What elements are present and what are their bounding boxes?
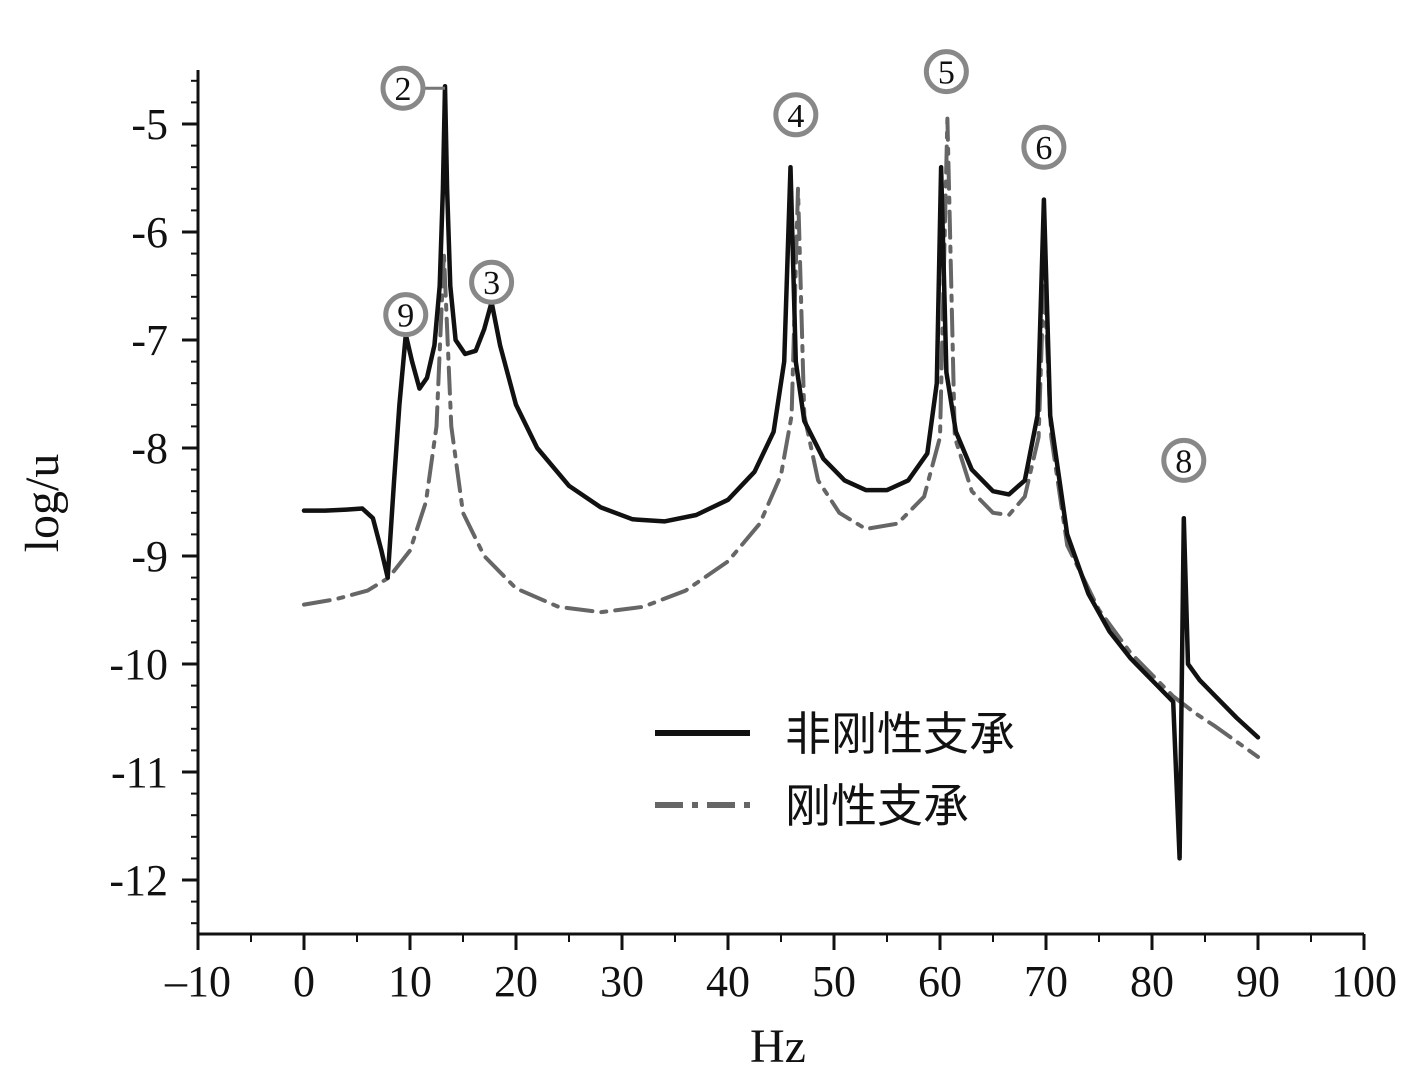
x-tick-label: 20 xyxy=(494,957,538,1006)
peak-marker-9: 9 xyxy=(383,292,429,338)
peak-label: 3 xyxy=(483,265,500,302)
peak-circle xyxy=(1021,124,1067,170)
x-tick-label: 60 xyxy=(918,957,962,1006)
x-tick-label: 90 xyxy=(1236,957,1280,1006)
peak-marker-5: 5 xyxy=(923,49,969,95)
x-tick-label: 0 xyxy=(293,957,315,1006)
y-axis-title: log/u xyxy=(16,454,69,553)
peak-marker-2: 2 xyxy=(380,65,445,111)
legend-label-rigid: 刚性支承 xyxy=(785,779,969,833)
peak-circle xyxy=(383,292,429,338)
x-tick-label: 70 xyxy=(1024,957,1068,1006)
peak-circle xyxy=(1161,437,1207,483)
axes: –10 0 10 20 30 40 50 60 70 80 90 100 -5 -6 -7 -8 -9 -10 -1… xyxy=(109,70,1397,1006)
series-line-non-rigid xyxy=(301,83,1261,861)
y-tick-label: -10 xyxy=(109,640,168,689)
y-tick-label: -7 xyxy=(131,316,168,365)
x-tick-label: –10 xyxy=(164,957,231,1006)
y-tick-label: -8 xyxy=(131,424,168,473)
peak-circle xyxy=(923,49,969,95)
peak-marker-6: 6 xyxy=(1021,124,1067,170)
series-layer xyxy=(301,83,1261,861)
x-axis-title: Hz xyxy=(750,1020,806,1073)
x-tick-label: 100 xyxy=(1331,957,1397,1006)
peak-label: 2 xyxy=(394,71,411,108)
peak-marker-8: 8 xyxy=(1161,437,1207,483)
y-tick-label: -12 xyxy=(109,856,168,905)
x-tick-label: 50 xyxy=(812,957,856,1006)
x-tick-label: 30 xyxy=(600,957,644,1006)
peak-circle xyxy=(380,65,426,111)
x-tick-label: 10 xyxy=(388,957,432,1006)
y-tick-label: -9 xyxy=(131,532,168,581)
peak-label: 6 xyxy=(1035,130,1052,167)
peak-marker-3: 3 xyxy=(469,259,515,305)
peak-label: 4 xyxy=(787,98,804,135)
x-tick-label: 80 xyxy=(1130,957,1174,1006)
y-tick-label: -6 xyxy=(131,208,168,257)
peak-marker-4: 4 xyxy=(773,92,819,138)
y-tick-label: -5 xyxy=(131,100,168,149)
x-tick-label: 40 xyxy=(706,957,750,1006)
peak-label: 8 xyxy=(1175,443,1192,480)
legend-label-non-rigid: 非刚性支承 xyxy=(785,707,1015,761)
peak-label: 9 xyxy=(397,298,414,335)
y-tick-label: -11 xyxy=(111,748,168,797)
peak-label: 5 xyxy=(938,55,955,92)
peak-circle xyxy=(773,92,819,138)
peak-circle xyxy=(469,259,515,305)
legend: 非刚性支承 刚性支承 xyxy=(655,707,1015,833)
peak-markers: 2 9 3 4 5 6 8 xyxy=(380,49,1207,483)
